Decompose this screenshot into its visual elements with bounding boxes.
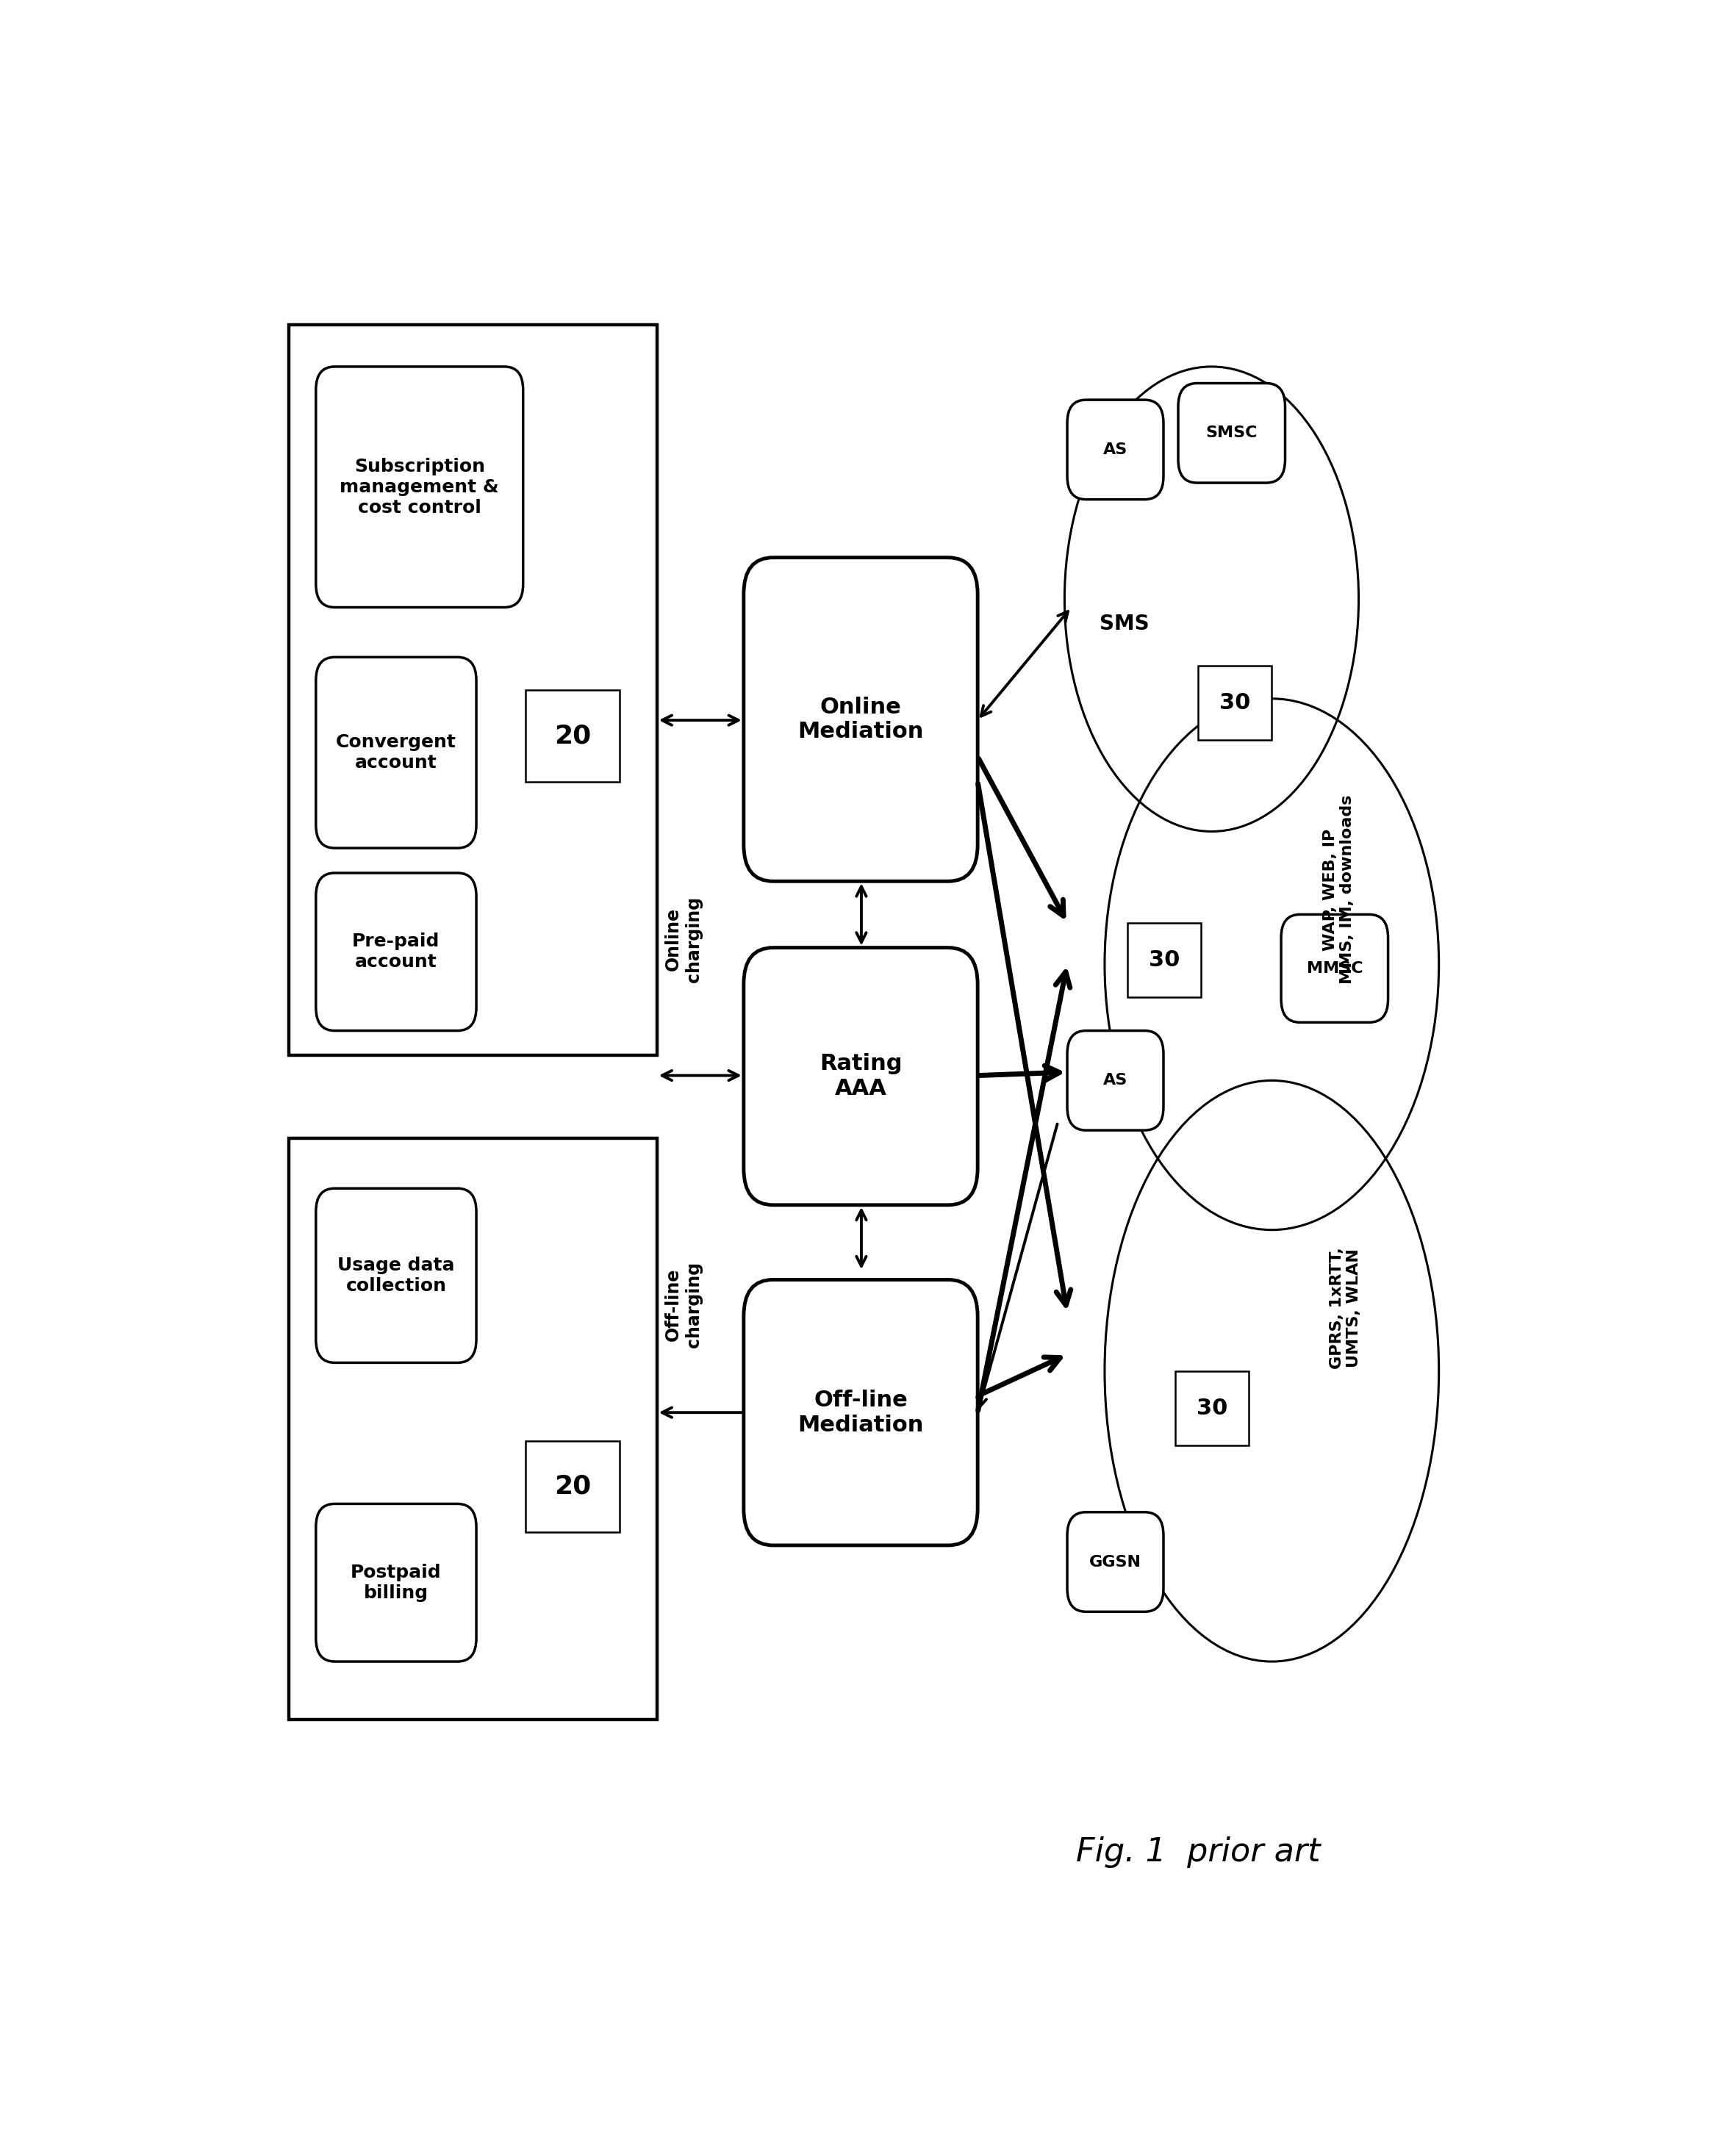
FancyArrowPatch shape [978,759,1064,916]
Text: Online
Mediation: Online Mediation [797,696,923,742]
FancyBboxPatch shape [316,873,476,1031]
FancyArrowPatch shape [856,886,866,942]
Text: AS: AS [1102,442,1128,457]
Text: Off-line
charging: Off-line charging [664,1261,702,1348]
Text: SMSC: SMSC [1206,425,1258,440]
Text: 30: 30 [1197,1397,1228,1419]
FancyArrowPatch shape [662,1072,738,1080]
FancyArrowPatch shape [662,716,738,724]
FancyBboxPatch shape [1068,1511,1163,1613]
Text: 30: 30 [1149,949,1180,970]
FancyBboxPatch shape [743,1281,978,1546]
FancyBboxPatch shape [316,367,523,608]
Text: 20: 20 [554,1475,592,1498]
FancyArrowPatch shape [978,972,1069,1410]
FancyArrowPatch shape [662,1408,742,1416]
Text: Convergent
account: Convergent account [336,733,457,772]
Text: 30: 30 [1220,692,1251,714]
FancyBboxPatch shape [1068,1031,1163,1130]
Text: Pre-paid
account: Pre-paid account [352,934,440,970]
FancyBboxPatch shape [1282,914,1389,1022]
Text: GGSN: GGSN [1088,1554,1142,1570]
Text: Online
charging: Online charging [664,897,702,983]
Text: Postpaid
billing: Postpaid billing [350,1563,442,1602]
FancyArrowPatch shape [980,1065,1059,1080]
FancyArrowPatch shape [980,1356,1061,1395]
Text: Usage data
collection: Usage data collection [338,1257,455,1294]
FancyBboxPatch shape [1068,399,1163,500]
FancyBboxPatch shape [316,658,476,847]
FancyArrowPatch shape [976,1123,1057,1408]
Text: WAP, WEB, IP
MMS, IM, downloads: WAP, WEB, IP MMS, IM, downloads [1323,796,1354,983]
Text: Fig. 1  prior art: Fig. 1 prior art [1076,1837,1320,1869]
Bar [1199,666,1271,740]
Text: 20: 20 [554,724,592,748]
Bar [290,1138,657,1720]
Bar [526,690,619,783]
FancyBboxPatch shape [1178,384,1285,483]
FancyBboxPatch shape [316,1505,476,1662]
Text: AS: AS [1102,1074,1128,1089]
FancyArrowPatch shape [978,783,1071,1304]
FancyBboxPatch shape [316,1188,476,1363]
FancyBboxPatch shape [743,558,978,882]
FancyArrowPatch shape [982,612,1068,716]
Bar [1128,923,1201,998]
Text: GPRS, 1xRTT,
UMTS, WLAN: GPRS, 1xRTT, UMTS, WLAN [1330,1246,1361,1369]
Text: Subscription
management &
cost control: Subscription management & cost control [340,457,499,515]
Text: Off-line
Mediation: Off-line Mediation [797,1388,923,1436]
Text: SMS: SMS [1101,614,1149,634]
Bar [290,326,657,1056]
Bar [526,1440,619,1533]
Text: Rating
AAA: Rating AAA [819,1054,902,1100]
Text: MMSC: MMSC [1306,962,1363,977]
FancyBboxPatch shape [743,949,978,1205]
Bar [1175,1371,1249,1447]
FancyArrowPatch shape [856,1210,866,1266]
